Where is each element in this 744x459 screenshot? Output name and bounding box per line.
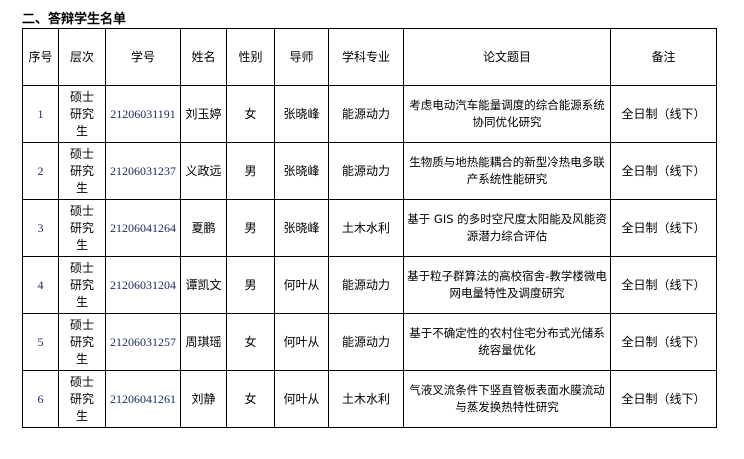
cell-index: 5 bbox=[22, 313, 59, 371]
cell-gender: 男 bbox=[226, 256, 275, 314]
header-level: 层次 bbox=[58, 28, 106, 86]
cell-level: 硕士研究生 bbox=[58, 142, 106, 200]
cell-student-id: 21206031257 bbox=[105, 313, 181, 371]
section-title: 二、答辩学生名单 bbox=[22, 12, 127, 27]
table-row: 4 硕士研究生 21206031204 谭凯文男何叶从 能源动力 基于粒子群算法的高校宿舍… bbox=[22, 256, 717, 314]
cell-student-id: 21206031237 bbox=[105, 142, 181, 200]
cell-advisor: 何叶从 bbox=[274, 313, 329, 371]
cell-name: 夏鹏 bbox=[180, 199, 227, 257]
cell-name: 刘静 bbox=[180, 370, 227, 428]
cell-level: 硕士研究生 bbox=[58, 85, 106, 143]
cell-thesis: 基于不确定性的农村住宅分布式光储系统容量优化 bbox=[403, 313, 611, 371]
cell-name: 刘玉婷 bbox=[180, 85, 227, 143]
cell-major: 土木水利 bbox=[328, 370, 404, 428]
cell-gender: 女 bbox=[226, 370, 275, 428]
cell-thesis: 基于 GIS 的多时空尺度太阳能及风能资源潜力综合评估 bbox=[403, 199, 611, 257]
cell-note: 全日制（线下） bbox=[610, 85, 717, 143]
header-note: 备注 bbox=[610, 28, 717, 86]
cell-level: 硕士研究生 bbox=[58, 313, 106, 371]
cell-note: 全日制（线下） bbox=[610, 313, 717, 371]
cell-note: 全日制（线下） bbox=[610, 199, 717, 257]
cell-thesis: 基于粒子群算法的高校宿舍-教学楼微电网电量特性及调度研究 bbox=[403, 256, 611, 314]
cell-major: 土木水利 bbox=[328, 199, 404, 257]
cell-advisor: 张晓峰 bbox=[274, 85, 329, 143]
table-row: 2 硕士研究生 21206031237 义政远男张晓峰 能源动力 生物质与地热能耦合的新型… bbox=[22, 142, 717, 200]
header-advisor: 导师 bbox=[274, 28, 329, 86]
cell-gender: 男 bbox=[226, 199, 275, 257]
cell-note: 全日制（线下） bbox=[610, 142, 717, 200]
table-row: 5 硕士研究生 21206031257 周琪瑶女何叶从 能源动力 基于不确定性的农村住宅分… bbox=[22, 313, 717, 371]
cell-thesis: 生物质与地热能耦合的新型冷热电多联产系统性能研究 bbox=[403, 142, 611, 200]
cell-index: 6 bbox=[22, 370, 59, 428]
cell-gender: 女 bbox=[226, 313, 275, 371]
cell-note: 全日制（线下） bbox=[610, 370, 717, 428]
cell-gender: 女 bbox=[226, 85, 275, 143]
cell-student-id: 21206031191 bbox=[105, 85, 181, 143]
cell-student-id: 21206041261 bbox=[105, 370, 181, 428]
cell-advisor: 张晓峰 bbox=[274, 199, 329, 257]
cell-index: 3 bbox=[22, 199, 59, 257]
cell-name: 周琪瑶 bbox=[180, 313, 227, 371]
header-name: 姓名 bbox=[180, 28, 227, 86]
cell-major: 能源动力 bbox=[328, 256, 404, 314]
table-row: 6 硕士研究生 21206041261 刘静女何叶从 土木水利 气液叉流条件下竖直管板表面… bbox=[22, 370, 717, 428]
cell-advisor: 何叶从 bbox=[274, 370, 329, 428]
cell-student-id: 21206041264 bbox=[105, 199, 181, 257]
header-thesis: 论文题目 bbox=[403, 28, 611, 86]
header-student-id: 学号 bbox=[105, 28, 181, 86]
cell-gender: 男 bbox=[226, 142, 275, 200]
cell-major: 能源动力 bbox=[328, 142, 404, 200]
cell-thesis: 考虑电动汽车能量调度的综合能源系统协同优化研究 bbox=[403, 85, 611, 143]
header-row: 序号 层次 学号 姓名 性别 导师 学科专业 论文题目 备注 bbox=[22, 28, 717, 86]
cell-major: 能源动力 bbox=[328, 313, 404, 371]
cell-index: 1 bbox=[22, 85, 59, 143]
cell-major: 能源动力 bbox=[328, 85, 404, 143]
cell-level: 硕士研究生 bbox=[58, 256, 106, 314]
cell-index: 4 bbox=[22, 256, 59, 314]
cell-thesis: 气液叉流条件下竖直管板表面水膜流动与蒸发换热特性研究 bbox=[403, 370, 611, 428]
table-row: 1 硕士研究生 21206031191 刘玉婷女张晓峰 能源动力 考虑电动汽车能量调度的综… bbox=[22, 85, 717, 143]
cell-level: 硕士研究生 bbox=[58, 199, 106, 257]
header-gender: 性别 bbox=[226, 28, 275, 86]
cell-index: 2 bbox=[22, 142, 59, 200]
table-row: 3 硕士研究生 21206041264 夏鹏男张晓峰 土木水利 基于 GIS 的多时空尺度… bbox=[22, 199, 717, 257]
cell-note: 全日制（线下） bbox=[610, 256, 717, 314]
cell-advisor: 何叶从 bbox=[274, 256, 329, 314]
cell-level: 硕士研究生 bbox=[58, 370, 106, 428]
header-index: 序号 bbox=[22, 28, 59, 86]
cell-name: 谭凯文 bbox=[180, 256, 227, 314]
cell-name: 义政远 bbox=[180, 142, 227, 200]
header-major: 学科专业 bbox=[328, 28, 404, 86]
cell-student-id: 21206031204 bbox=[105, 256, 181, 314]
defense-student-table: 序号 层次 学号 姓名 性别 导师 学科专业 论文题目 备注 1 硕士研究生 212… bbox=[22, 28, 717, 428]
cell-advisor: 张晓峰 bbox=[274, 142, 329, 200]
